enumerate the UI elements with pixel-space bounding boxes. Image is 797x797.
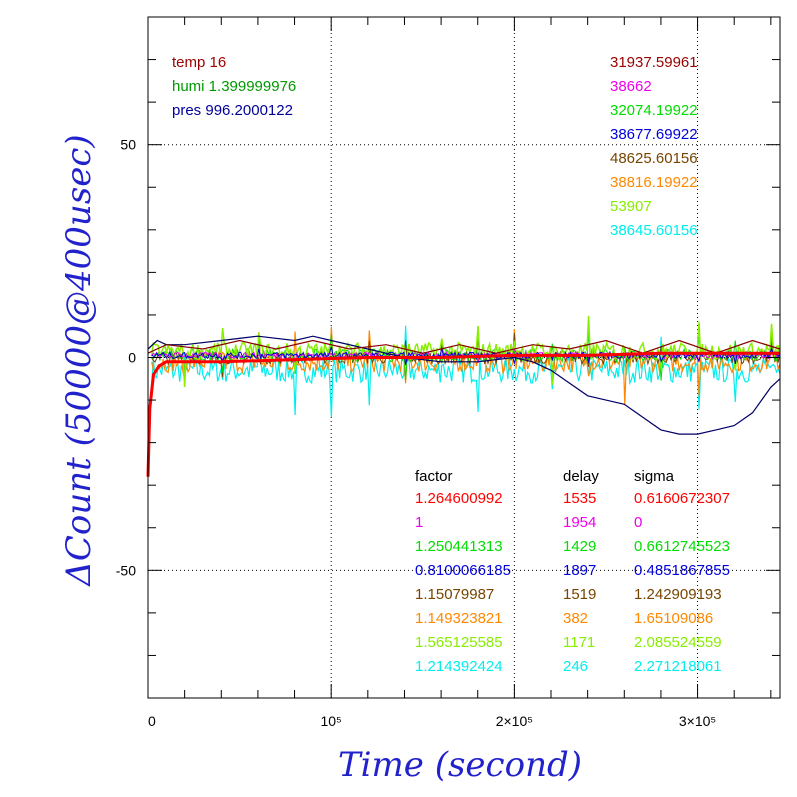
y-axis-title: ΔCount (50000@400usec) bbox=[59, 134, 99, 587]
env-label: temp 16 bbox=[172, 54, 226, 71]
series-band-c_blue bbox=[151, 346, 781, 366]
series-band-c_lime bbox=[150, 315, 781, 388]
y-tick-label: -50 bbox=[116, 562, 136, 578]
table-header-delay: delay bbox=[563, 468, 599, 485]
x-tick-label: 0 bbox=[148, 713, 156, 729]
table-cell-sigma: 0.6160672307 bbox=[634, 490, 730, 507]
table-header-sigma: sigma bbox=[634, 468, 675, 485]
table-cell-sigma: 0 bbox=[634, 514, 642, 531]
x-tick-label: 10⁵ bbox=[320, 713, 341, 729]
table-cell-factor: 1.149323821 bbox=[415, 610, 503, 627]
table-cell-delay: 246 bbox=[563, 658, 588, 675]
env-label: pres 996.2000122 bbox=[172, 102, 293, 119]
table-cell-delay: 1535 bbox=[563, 490, 596, 507]
table-cell-delay: 1519 bbox=[563, 586, 596, 603]
tick-layer bbox=[147, 16, 780, 699]
series-layer bbox=[146, 315, 781, 477]
y-tick-label: 0 bbox=[128, 350, 136, 366]
mean-value: 38645.60156 bbox=[610, 222, 698, 239]
x-tick-label: 2×10⁵ bbox=[496, 713, 533, 729]
table-cell-sigma: 0.4851867855 bbox=[634, 562, 730, 579]
table-cell-factor: 1 bbox=[415, 514, 423, 531]
table-cell-factor: 0.8100066185 bbox=[415, 562, 511, 579]
table-cell-delay: 1954 bbox=[563, 514, 596, 531]
y-tick-label: 50 bbox=[120, 137, 136, 153]
mean-value: 48625.60156 bbox=[610, 150, 698, 167]
table-cell-delay: 1171 bbox=[563, 634, 595, 651]
table-cell-sigma: 1.65109086 bbox=[634, 610, 713, 627]
series-band-c_cyan bbox=[151, 325, 781, 418]
mean-value: 38816.19922 bbox=[610, 174, 698, 191]
table-cell-factor: 1.565125585 bbox=[415, 634, 503, 651]
series-line-c_navy bbox=[147, 335, 781, 435]
mean-value: 31937.59961 bbox=[610, 54, 698, 71]
x-axis-title: Time (second) bbox=[338, 745, 582, 785]
table-header-factor: factor bbox=[415, 468, 453, 485]
table-cell-sigma: 2.085524559 bbox=[634, 634, 722, 651]
table-cell-sigma: 0.6612745523 bbox=[634, 538, 730, 555]
series-line-c_red bbox=[146, 351, 780, 477]
annotation-layer: temp 16 humi 1.399999976 pres 996.2000122 3… bbox=[172, 54, 730, 675]
table-cell-factor: 1.15079987 bbox=[415, 586, 494, 603]
table-cell-sigma: 2.271218061 bbox=[634, 658, 722, 675]
mean-value: 38662 bbox=[610, 78, 652, 95]
mean-value: 53907 bbox=[610, 198, 652, 215]
env-label: humi 1.399999976 bbox=[172, 78, 296, 95]
table-cell-factor: 1.250441313 bbox=[415, 538, 503, 555]
series-line-c_darkred bbox=[147, 339, 781, 354]
table-cell-sigma: 1.242909193 bbox=[634, 586, 722, 603]
mean-value: 32074.19922 bbox=[610, 102, 698, 119]
table-cell-factor: 1.264600992 bbox=[415, 490, 503, 507]
table-cell-delay: 1429 bbox=[563, 538, 596, 555]
table-cell-delay: 1897 bbox=[563, 562, 596, 579]
table-cell-delay: 382 bbox=[563, 610, 588, 627]
mean-value: 38677.69922 bbox=[610, 126, 698, 143]
table-cell-factor: 1.214392424 bbox=[415, 658, 503, 675]
x-tick-label: 3×10⁵ bbox=[679, 713, 716, 729]
tick-label-layer: 0 10⁵ 2×10⁵ 3×10⁵ -50 0 50 bbox=[116, 137, 716, 729]
